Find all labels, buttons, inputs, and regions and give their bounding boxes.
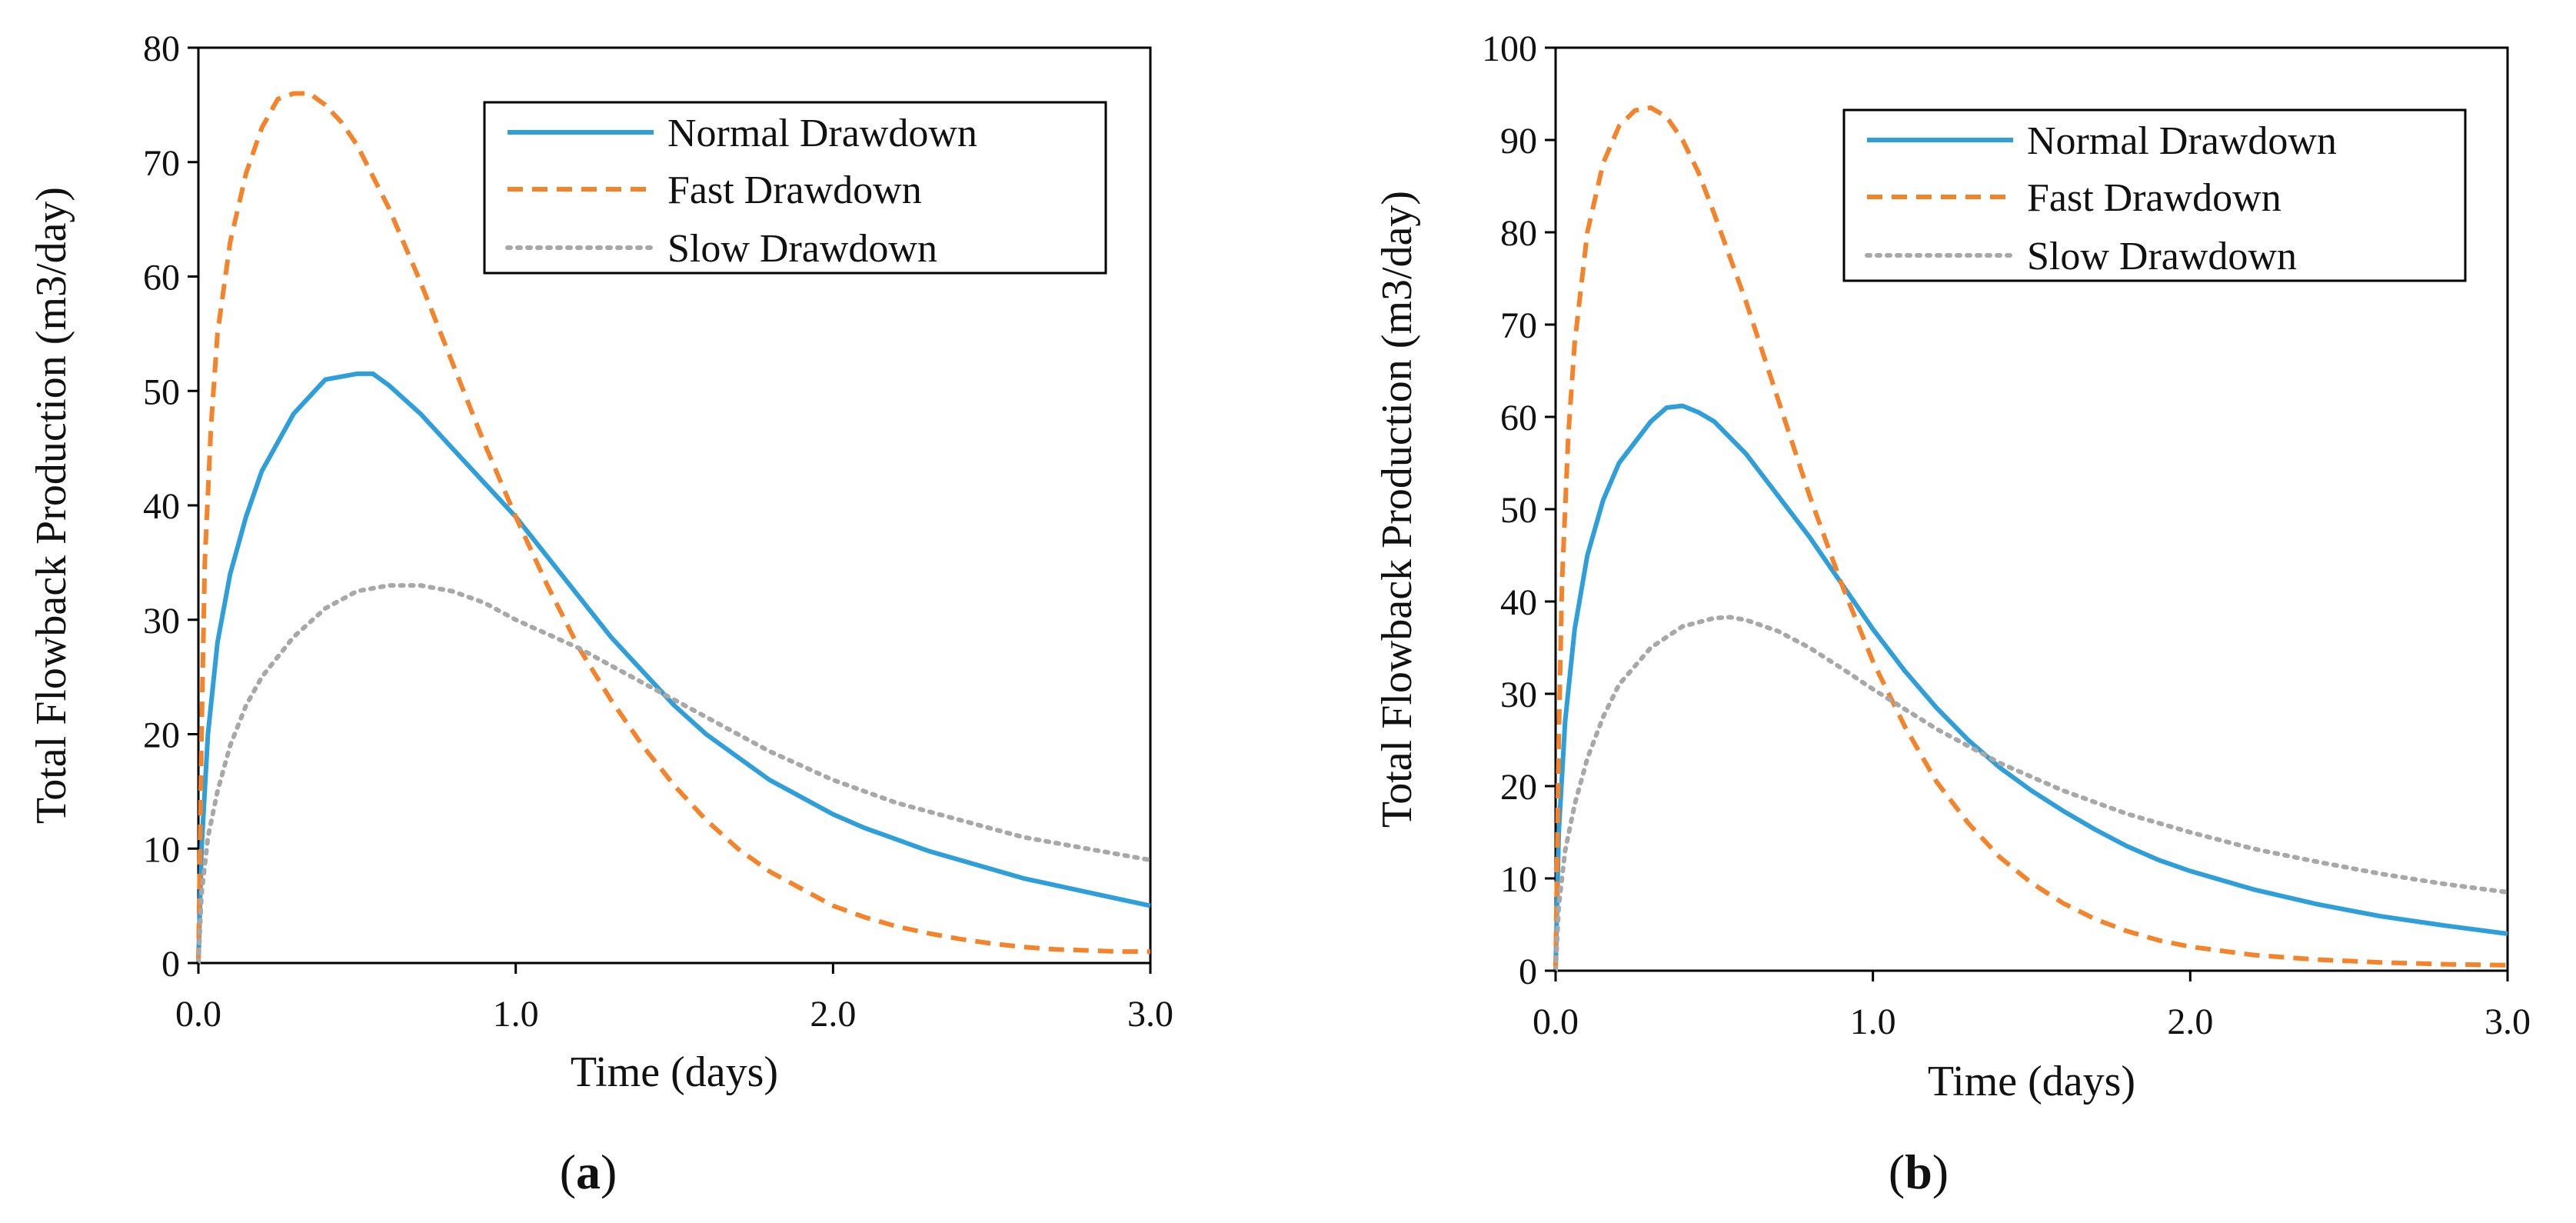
panel-b: 0 10 20 30 40 50 60 70 80 90 100 0.0 1.0 2.0 3.0 Tota…: [1373, 28, 2531, 1199]
y-tick-label-a: 80: [143, 28, 180, 69]
y-tick-label-b: 70: [1500, 305, 1537, 346]
series-line-fast-drawdown-b: [1553, 105, 2508, 971]
y-tick-label-b: 90: [1500, 121, 1537, 162]
y-axis-title-a: Total Flowback Production (m3/day): [28, 187, 75, 824]
x-axis-title-a: Time (days): [571, 1048, 778, 1096]
y-tick-label-b: 10: [1500, 859, 1537, 900]
legend-b: Normal Drawdown Fast Drawdown Slow Drawd…: [1842, 108, 2467, 282]
legend-label-slow-b: Slow Drawdown: [2027, 235, 2297, 278]
y-axis-title-b: Total Flowback Production (m3/day): [1373, 191, 1421, 828]
panel-a: 0 10 20 30 40 50 60 70 80 0.0 1.0 2.0 3.0 Total Flo…: [28, 28, 1173, 1199]
x-tick-label-b: 3.0: [2484, 1001, 2531, 1042]
x-axis-title-b: Time (days): [1928, 1058, 2135, 1105]
legend-label-normal-a: Normal Drawdown: [667, 112, 977, 155]
y-ticks-a: 0 10 20 30 40 50 60 70 80: [143, 28, 198, 985]
x-tick-label-b: 2.0: [2167, 1001, 2213, 1042]
x-tick-label-a: 1.0: [493, 994, 539, 1035]
series-line-normal-drawdown-b: [1553, 403, 2508, 971]
series-line-normal-drawdown-a: [196, 371, 1151, 964]
legend-label-slow-a: Slow Drawdown: [667, 227, 937, 271]
y-tick-label-a: 40: [143, 486, 180, 527]
y-tick-label-b: 60: [1500, 398, 1537, 438]
y-tick-label-a: 70: [143, 143, 180, 184]
y-tick-label-a: 60: [143, 258, 180, 298]
series-group-a: [196, 91, 1153, 965]
y-ticks-b: 0 10 20 30 40 50 60 70 80 90 100: [1482, 28, 1556, 992]
x-tick-label-a: 2.0: [810, 994, 856, 1035]
y-tick-label-a: 30: [143, 601, 180, 641]
y-tick-label-b: 30: [1500, 675, 1537, 715]
x-tick-label-a: 3.0: [1127, 994, 1173, 1035]
x-tick-label-b: 0.0: [1533, 1001, 1579, 1042]
y-tick-label-b: 100: [1482, 28, 1537, 69]
panel-label-b: (b): [1889, 1145, 1949, 1199]
y-tick-label-a: 50: [143, 372, 180, 412]
y-tick-label-b: 50: [1500, 490, 1537, 531]
x-ticks-a: 0.0 1.0 2.0 3.0: [175, 963, 1173, 1035]
x-tick-label-a: 0.0: [175, 994, 221, 1035]
x-ticks-b: 0.0 1.0 2.0 3.0: [1533, 971, 2531, 1042]
legend-label-fast-b: Fast Drawdown: [2027, 176, 2281, 220]
y-tick-label-b: 20: [1500, 767, 1537, 808]
y-tick-label-b: 80: [1500, 213, 1537, 254]
y-tick-label-a: 20: [143, 715, 180, 756]
panel-label-a: (a): [560, 1145, 617, 1199]
y-tick-label-b: 40: [1500, 582, 1537, 623]
y-tick-label-a: 10: [143, 829, 180, 870]
y-tick-label-a: 0: [161, 944, 180, 985]
y-tick-label-b: 0: [1519, 951, 1537, 992]
series-group-b: [1553, 105, 2510, 973]
series-line-fast-drawdown-a: [196, 91, 1150, 964]
x-tick-label-b: 1.0: [1850, 1001, 1896, 1042]
legend-a: Normal Drawdown Fast Drawdown Slow Drawd…: [483, 101, 1107, 275]
series-line-slow-drawdown-b: [1553, 615, 2510, 973]
series-line-slow-drawdown-a: [196, 583, 1153, 965]
legend-label-fast-a: Fast Drawdown: [667, 168, 922, 212]
legend-label-normal-b: Normal Drawdown: [2027, 119, 2337, 163]
